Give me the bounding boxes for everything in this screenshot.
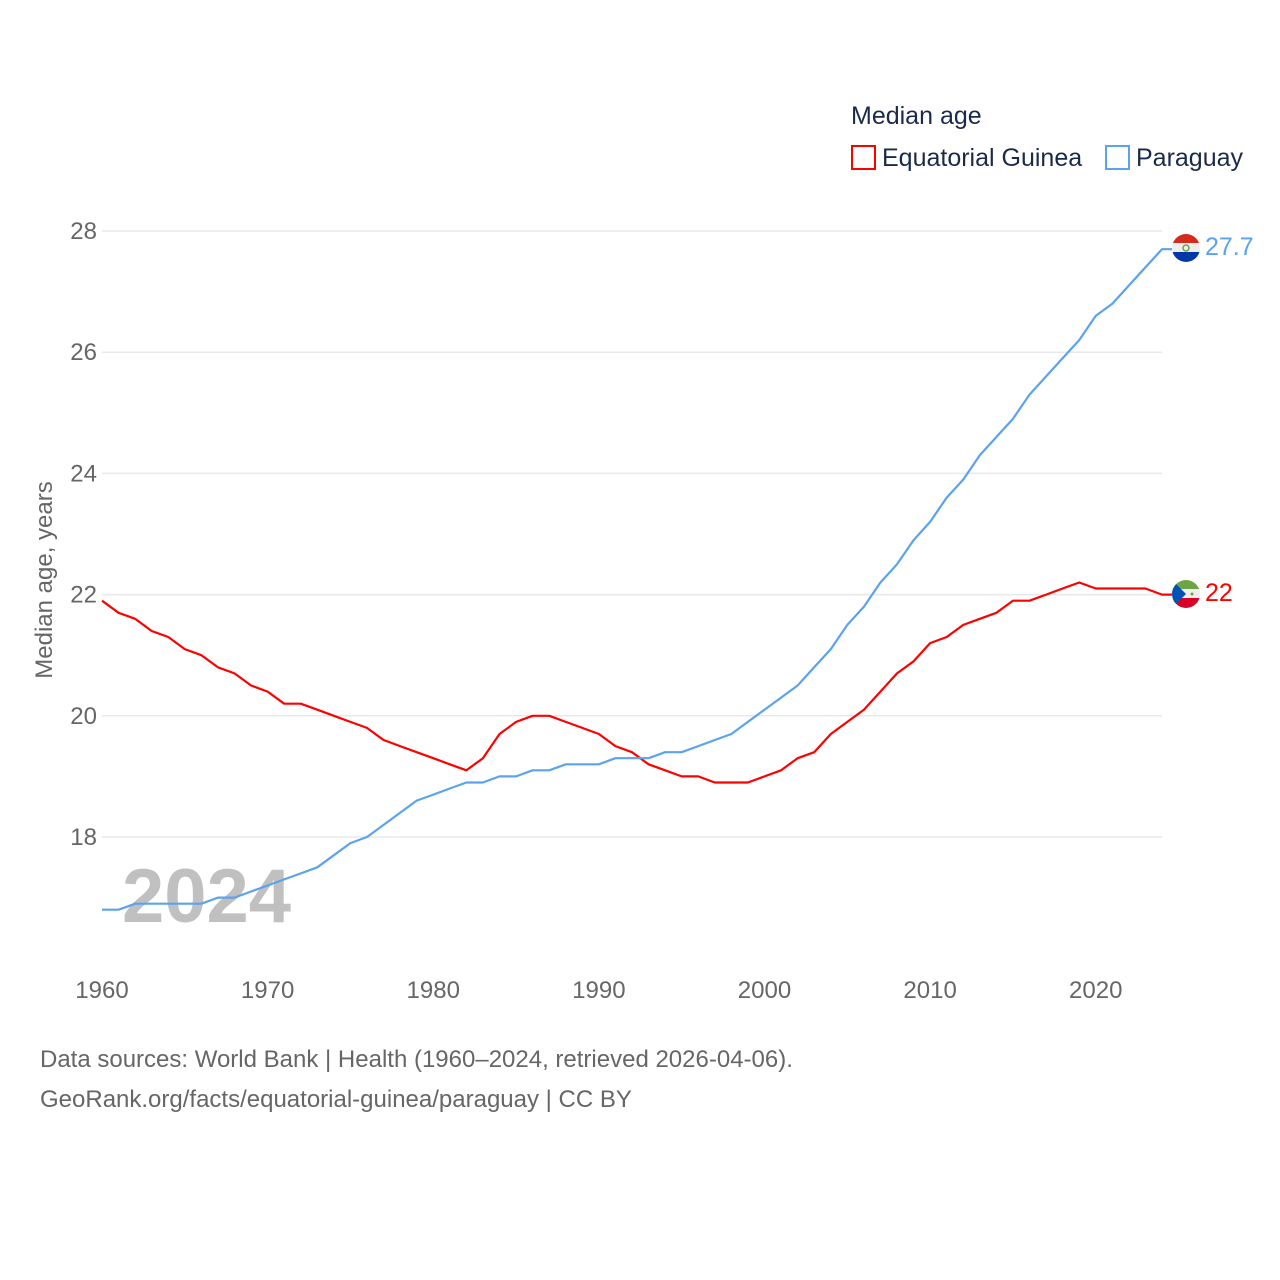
legend-label: Equatorial Guinea [882,144,1082,172]
series-line-equatorial-guinea[interactable] [101,581,1172,784]
watermark-year: 2024 [122,854,291,939]
x-tick-label: 2020 [1069,977,1122,1004]
legend-swatch [1105,145,1130,170]
end-label-equatorial-guinea: 22 [1205,579,1233,607]
x-tick-label: 2000 [738,977,791,1004]
x-tick-label: 1980 [407,977,460,1004]
y-tick-label: 24 [70,460,97,487]
y-tick-label: 20 [70,703,97,730]
flag-equatorial-guinea-icon [1172,580,1200,608]
legend-label: Paraguay [1136,144,1244,172]
line-chart: 2024 18 20 22 24 26 28 1960 1970 1980 1990 2000 201… [31,102,1254,1004]
x-tick-label: 2010 [903,977,956,1004]
x-tick-label: 1960 [75,977,128,1004]
y-tick-label: 18 [70,824,97,851]
legend-item-paraguay[interactable]: Paraguay [1105,144,1244,172]
flag-paraguay-icon [1172,234,1200,262]
end-label-paraguay: 27.7 [1205,233,1254,261]
series-line-paraguay[interactable] [102,248,1172,911]
source-line: Data sources: World Bank | Health (1960–… [40,1046,793,1073]
source-url[interactable]: GeoRank.org/facts/equatorial-guinea/para… [40,1086,632,1113]
y-tick-label: 28 [70,218,97,245]
legend-item-equatorial-guinea[interactable]: Equatorial Guinea [851,144,1082,172]
legend-swatch [851,145,876,170]
x-tick-label: 1970 [241,977,294,1004]
legend-title: Median age [851,102,982,130]
y-tick-label: 26 [70,339,97,366]
x-tick-label: 1990 [572,977,625,1004]
y-axis-label: Median age, years [31,481,58,678]
y-tick-label: 22 [70,582,97,609]
